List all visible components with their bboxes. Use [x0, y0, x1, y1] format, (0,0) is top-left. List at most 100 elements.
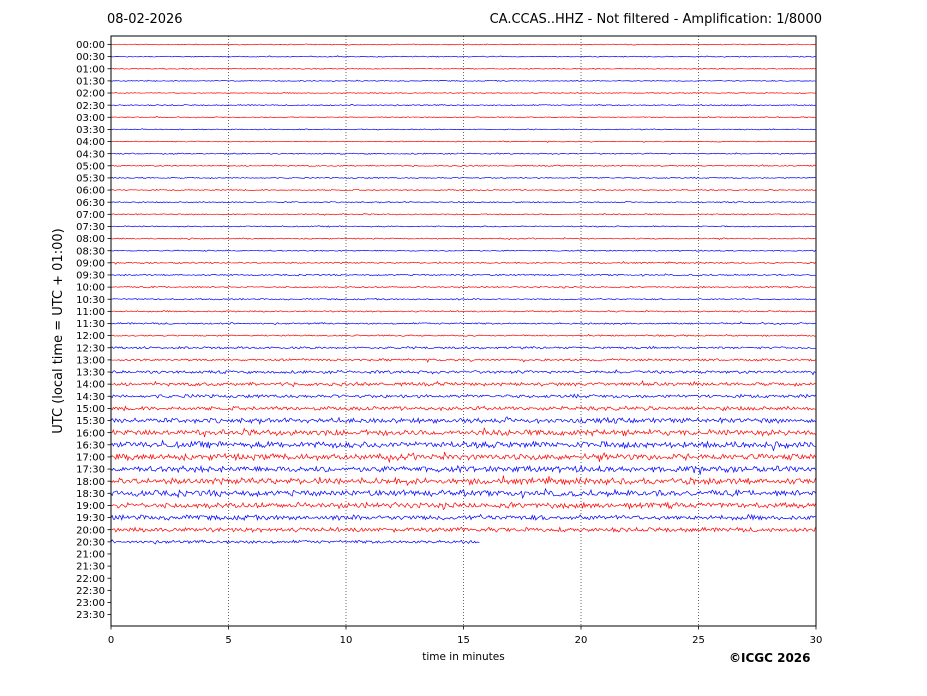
x-tick-label: 30 [810, 635, 823, 646]
y-tick-label: 12:30 [76, 343, 105, 354]
seismic-trace-1330 [110, 369, 816, 376]
seismic-trace-0330 [110, 128, 816, 131]
y-tick-label: 19:00 [76, 501, 105, 512]
grid-layer [228, 36, 699, 626]
y-tick-label: 00:00 [76, 40, 105, 51]
seismic-trace-0700 [110, 212, 816, 216]
seismic-trace-2030 [110, 539, 480, 545]
seismic-trace-1530 [110, 416, 816, 426]
y-tick-label: 02:30 [76, 101, 105, 112]
y-tick-label: 16:30 [76, 440, 105, 451]
x-tick-label: 15 [457, 635, 470, 646]
y-tick-label: 18:30 [76, 489, 105, 500]
seismic-trace-2000 [110, 526, 816, 533]
seismic-trace-1130 [110, 321, 816, 326]
seismic-trace-1800 [110, 475, 816, 487]
y-tick-label: 04:30 [76, 149, 105, 160]
seismic-trace-1230 [110, 345, 816, 350]
y-tick-label: 01:30 [76, 76, 105, 87]
y-tick-label: 07:00 [76, 210, 105, 221]
seismic-trace-1830 [110, 487, 816, 500]
y-tick-label: 12:00 [76, 331, 105, 342]
y-tick-label: 01:00 [76, 64, 105, 75]
seismic-trace-1630 [110, 439, 816, 452]
seismic-trace-0430 [110, 152, 816, 155]
chart-title: CA.CCAS..HHZ - Not filtered - Amplificat… [489, 12, 822, 27]
y-tick-label: 10:30 [76, 295, 105, 306]
trace-layer [110, 43, 816, 545]
y-tick-label: 15:00 [76, 404, 105, 415]
y-tick-label: 19:30 [76, 513, 105, 524]
seismic-trace-0230 [110, 104, 816, 107]
y-tick-label: 13:00 [76, 355, 105, 366]
y-tick-label: 03:00 [76, 113, 105, 124]
y-tick-label: 14:30 [76, 392, 105, 403]
seismic-trace-1730 [110, 464, 816, 475]
seismic-trace-0930 [110, 273, 816, 277]
seismic-trace-1700 [110, 451, 816, 464]
y-tick-label: 17:00 [76, 453, 105, 464]
y-tick-label: 23:00 [76, 598, 105, 609]
y-tick-label: 20:30 [76, 537, 105, 548]
seismic-trace-1500 [110, 405, 816, 412]
date-label: 08-02-2026 [107, 12, 183, 27]
x-tick-label: 25 [692, 635, 705, 646]
seismic-trace-0500 [110, 164, 816, 168]
seismic-trace-0800 [110, 237, 816, 241]
seismic-trace-0300 [110, 115, 816, 119]
seismic-trace-0830 [110, 249, 816, 252]
y-tick-label: 17:30 [76, 465, 105, 476]
seismic-trace-1600 [110, 426, 816, 438]
seismic-trace-1100 [110, 310, 816, 313]
y-tick-label: 16:00 [76, 428, 105, 439]
x-tick-label: 5 [225, 635, 231, 646]
y-tick-label: 08:00 [76, 234, 105, 245]
x-axis-label: time in minutes [422, 651, 504, 663]
y-tick-label: 20:00 [76, 525, 105, 536]
y-tick-label: 06:00 [76, 186, 105, 197]
y-tick-label: 11:30 [76, 319, 105, 330]
seismic-trace-0130 [110, 79, 816, 82]
y-tick-label: 08:30 [76, 246, 105, 257]
y-tick-label: 09:30 [76, 271, 105, 282]
y-tick-label: 05:30 [76, 174, 105, 185]
y-tick-label: 15:30 [76, 416, 105, 427]
seismic-trace-0900 [110, 261, 816, 265]
x-tick-label: 10 [340, 635, 353, 646]
y-tick-label: 10:00 [76, 283, 105, 294]
seismic-trace-0000 [110, 43, 816, 46]
y-tick-label: 05:00 [76, 161, 105, 172]
seismic-trace-1900 [110, 501, 816, 511]
y-tick-label: 23:30 [76, 610, 105, 621]
y-tick-label: 06:30 [76, 198, 105, 209]
y-tick-label: 13:30 [76, 368, 105, 379]
y-tick-label: 21:30 [76, 562, 105, 573]
y-tick-label: 18:00 [76, 477, 105, 488]
seismic-trace-1400 [110, 380, 816, 388]
y-tick-label: 11:00 [76, 307, 105, 318]
y-tick-label: 02:00 [76, 89, 105, 100]
seismic-trace-0630 [110, 200, 816, 204]
seismic-trace-1430 [110, 393, 816, 399]
y-axis-label: UTC (local time = UTC + 01:00) [51, 228, 66, 433]
seismic-trace-0530 [110, 176, 816, 180]
y-tick-label: 22:00 [76, 574, 105, 585]
seismic-trace-0600 [110, 188, 816, 192]
y-tick-label: 00:30 [76, 52, 105, 63]
y-tick-label: 04:00 [76, 137, 105, 148]
seismic-trace-1300 [110, 357, 816, 363]
seismic-trace-1030 [110, 297, 816, 301]
seismic-trace-1200 [110, 333, 816, 338]
y-tick-label: 14:00 [76, 380, 105, 391]
seismic-trace-0030 [110, 55, 816, 58]
y-tick-label: 09:00 [76, 258, 105, 269]
seismic-trace-1000 [110, 285, 816, 289]
y-tick-label: 21:00 [76, 550, 105, 561]
y-tick-label: 03:30 [76, 125, 105, 136]
seismic-trace-1930 [110, 513, 816, 522]
x-tick-label: 0 [108, 635, 114, 646]
copyright-label: ©ICGC 2026 [729, 651, 811, 665]
seismic-trace-0200 [110, 92, 816, 94]
